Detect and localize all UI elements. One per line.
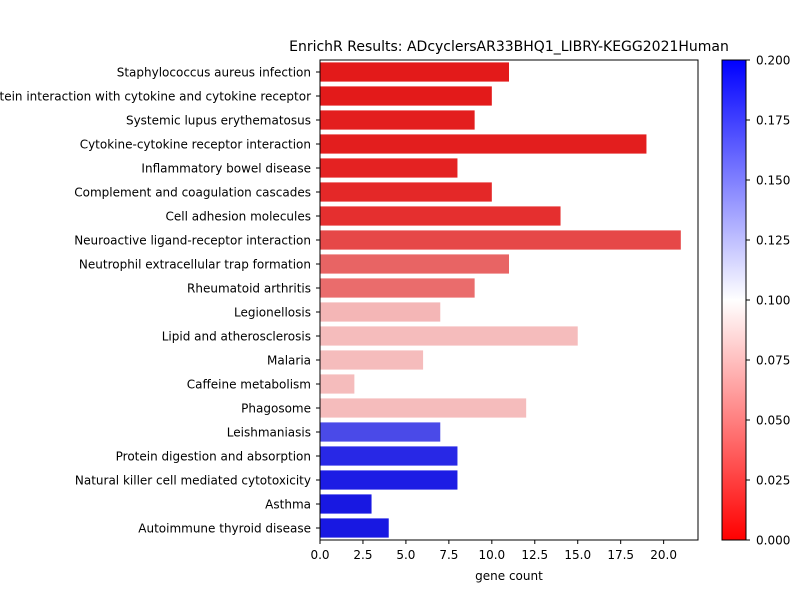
bar [320,62,509,82]
colorbar-tick-label: 0.175 [756,114,790,128]
colorbar-tick-label: 0.125 [756,234,790,248]
bar [320,470,458,490]
colorbar-tick-label: 0.100 [756,294,790,308]
x-axis-ticks: 0.0 2.5 5.0 7.5 10.0 12.5 15.0 17.5 20.0 [310,540,677,562]
colorbar-tick-label: 0.150 [756,174,790,188]
x-tick-label: 10.0 [478,548,505,562]
bars [320,62,681,538]
y-tick-label: Viral protein interaction with cytokine … [0,90,311,104]
y-tick-label: Autoimmune thyroid disease [138,522,311,536]
x-tick-label: 7.5 [439,548,458,562]
bar [320,230,681,250]
bar [320,518,389,538]
x-tick-label: 20.0 [650,548,677,562]
chart-title: EnrichR Results: ADcyclersAR33BHQ1_LIBRY… [289,39,729,55]
colorbar-tick-label: 0.000 [756,534,790,548]
y-tick-label: Protein digestion and absorption [116,450,311,464]
bar [320,182,492,202]
y-tick-label: Caffeine metabolism [187,378,311,392]
y-tick-label: Cytokine-cytokine receptor interaction [80,138,311,152]
bar [320,398,527,418]
colorbar-tick-label: 0.050 [756,414,790,428]
x-tick-label: 0.0 [310,548,329,562]
y-tick-label: Malaria [267,354,311,368]
bar [320,422,441,442]
y-tick-label: Staphylococcus aureus infection [117,66,311,80]
y-tick-label: Rheumatoid arthritis [187,282,311,296]
y-tick-label: Phagosome [241,402,311,416]
bar [320,206,561,226]
colorbar [721,59,747,541]
bar [320,374,355,394]
y-tick-label: Asthma [265,498,311,512]
y-tick-label: Systemic lupus erythematosus [126,114,311,128]
y-tick-label: Lipid and atherosclerosis [162,330,311,344]
bar [320,134,647,154]
bar [320,110,475,130]
y-axis-labels: Staphylococcus aureus infection Viral pro… [0,66,320,536]
x-tick-label: 12.5 [521,548,548,562]
colorbar-tick-label: 0.025 [756,474,790,488]
y-tick-label: Natural killer cell mediated cytotoxicit… [75,474,311,488]
x-tick-label: 15.0 [564,548,591,562]
bar [320,326,578,346]
y-tick-label: Neutrophil extracellular trap formation [79,258,311,272]
bar [320,254,509,274]
colorbar-tick-label: 0.200 [756,54,790,68]
y-tick-label: Complement and coagulation cascades [74,186,311,200]
bar [320,278,475,298]
y-tick-label: Inflammatory bowel disease [141,162,311,176]
x-tick-label: 2.5 [353,548,372,562]
y-tick-label: Legionellosis [234,306,311,320]
colorbar-tick-label: 0.075 [756,354,790,368]
bar [320,158,458,178]
y-tick-label: Neuroactive ligand-receptor interaction [74,234,311,248]
bar [320,86,492,106]
bar [320,302,441,322]
y-tick-label: Leishmaniasis [227,426,311,440]
x-axis-label: gene count [475,569,543,583]
y-tick-label: Cell adhesion molecules [166,210,311,224]
bar [320,446,458,466]
plot-frame [319,59,699,541]
colorbar-ticks: 0.000 0.025 0.050 0.075 0.100 0.125 0.150 0.175… [746,54,790,548]
x-tick-label: 17.5 [607,548,634,562]
bar [320,350,424,370]
x-tick-label: 5.0 [396,548,415,562]
bar [320,494,372,514]
